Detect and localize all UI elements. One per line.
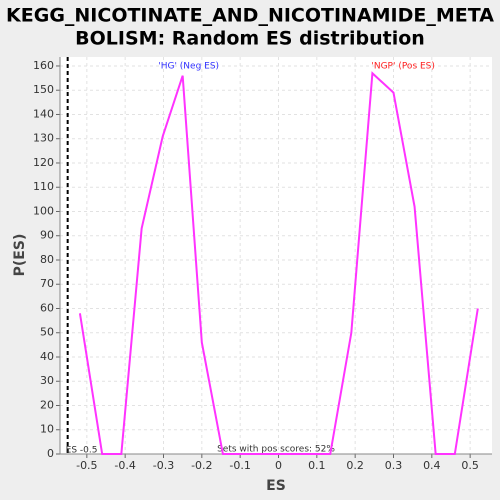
x-tick-label: 0.5 xyxy=(461,459,479,472)
y-tick-label: 120 xyxy=(33,156,54,169)
x-tick-label: 0.1 xyxy=(308,459,326,472)
y-tick-label: 160 xyxy=(33,59,54,72)
y-tick-label: 80 xyxy=(40,253,54,266)
chart-title: KEGG_NICOTINATE_AND_NICOTINAMIDE_META xyxy=(6,5,494,27)
x-tick-label: 0.2 xyxy=(346,459,364,472)
x-axis-label: ES xyxy=(266,478,286,494)
chart-title: BOLISM: Random ES distribution xyxy=(75,28,425,50)
x-tick-label: -0.2 xyxy=(191,459,212,472)
y-tick-label: 40 xyxy=(40,350,54,363)
y-tick-label: 140 xyxy=(33,107,54,120)
x-tick-label: 0.4 xyxy=(423,459,441,472)
y-tick-label: 150 xyxy=(33,83,54,96)
x-tick-label: -0.1 xyxy=(229,459,250,472)
y-tick-label: 130 xyxy=(33,132,54,145)
y-tick-label: 30 xyxy=(40,374,54,387)
annotation: 'NGP' (Pos ES) xyxy=(371,62,435,72)
plot-area xyxy=(60,57,492,454)
y-tick-label: 10 xyxy=(40,423,54,436)
series-line xyxy=(78,71,479,455)
x-tick-label: 0 xyxy=(275,459,282,472)
y-tick-label: 20 xyxy=(40,398,54,411)
x-tick-label: -0.3 xyxy=(153,459,174,472)
y-tick-label: 110 xyxy=(33,180,54,193)
footnote: Sets with pos scores: 52% xyxy=(217,445,335,455)
y-tick-label: 100 xyxy=(33,204,54,217)
x-tick-label: -0.5 xyxy=(76,459,97,472)
es-label: ES -0.5 xyxy=(66,446,98,456)
y-tick-label: 70 xyxy=(40,277,54,290)
y-axis-label: P(ES) xyxy=(12,234,28,277)
y-tick-label: 0 xyxy=(47,447,54,460)
x-tick-label: -0.4 xyxy=(114,459,135,472)
annotation: 'HG' (Neg ES) xyxy=(158,62,219,72)
y-tick-label: 90 xyxy=(40,229,54,242)
y-tick-label: 60 xyxy=(40,301,54,314)
y-tick-label: 50 xyxy=(40,326,54,339)
x-tick-label: 0.3 xyxy=(385,459,403,472)
